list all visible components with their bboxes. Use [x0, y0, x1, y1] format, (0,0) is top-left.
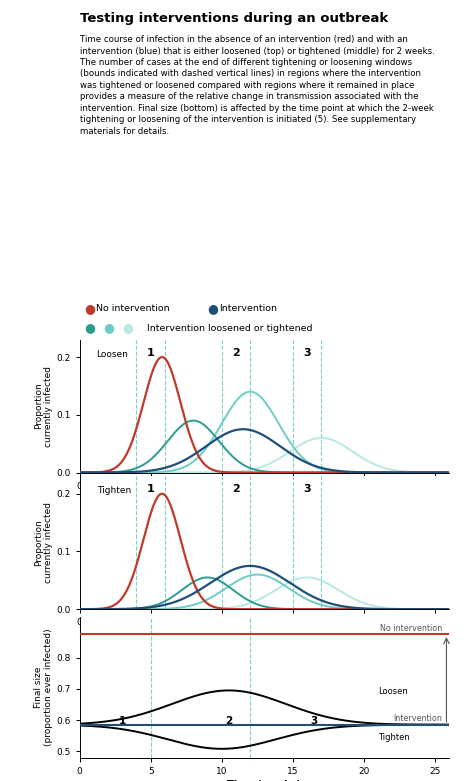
- Text: Tighten: Tighten: [378, 733, 410, 742]
- Text: No intervention: No intervention: [380, 623, 442, 633]
- X-axis label: Time (weeks): Time (weeks): [227, 779, 301, 781]
- Y-axis label: Proportion
currently infected: Proportion currently infected: [34, 366, 53, 447]
- Text: 3: 3: [311, 715, 318, 726]
- Text: 1: 1: [147, 348, 154, 358]
- Text: Loosen: Loosen: [378, 687, 408, 697]
- X-axis label: Time (weeks): Time (weeks): [227, 631, 301, 641]
- Text: Intervention loosened or tightened: Intervention loosened or tightened: [147, 323, 313, 333]
- Text: Intervention: Intervention: [393, 714, 442, 723]
- Text: Loosen: Loosen: [96, 350, 129, 358]
- Text: ●: ●: [84, 302, 95, 315]
- Text: 1: 1: [147, 484, 154, 494]
- Text: ●: ●: [122, 322, 133, 334]
- Y-axis label: Final size
(proportion ever infected): Final size (proportion ever infected): [34, 629, 53, 746]
- Text: 2: 2: [232, 348, 240, 358]
- Text: ●: ●: [103, 322, 114, 334]
- Text: 3: 3: [303, 348, 311, 358]
- Text: 1: 1: [118, 715, 126, 726]
- Text: Testing interventions during an outbreak: Testing interventions during an outbreak: [80, 12, 388, 25]
- X-axis label: Time (weeks): Time (weeks): [227, 494, 301, 505]
- Text: ●: ●: [207, 302, 219, 315]
- Text: 2: 2: [225, 715, 233, 726]
- Text: ●: ●: [84, 322, 95, 334]
- Text: 2: 2: [232, 484, 240, 494]
- Text: No intervention: No intervention: [96, 304, 169, 313]
- Y-axis label: Proportion
currently infected: Proportion currently infected: [34, 502, 53, 583]
- Text: 3: 3: [303, 484, 311, 494]
- Text: Tighten: Tighten: [96, 487, 131, 495]
- Text: Time course of infection in the absence of an intervention (red) and with an
int: Time course of infection in the absence …: [80, 35, 434, 136]
- Text: Intervention: Intervention: [219, 304, 277, 313]
